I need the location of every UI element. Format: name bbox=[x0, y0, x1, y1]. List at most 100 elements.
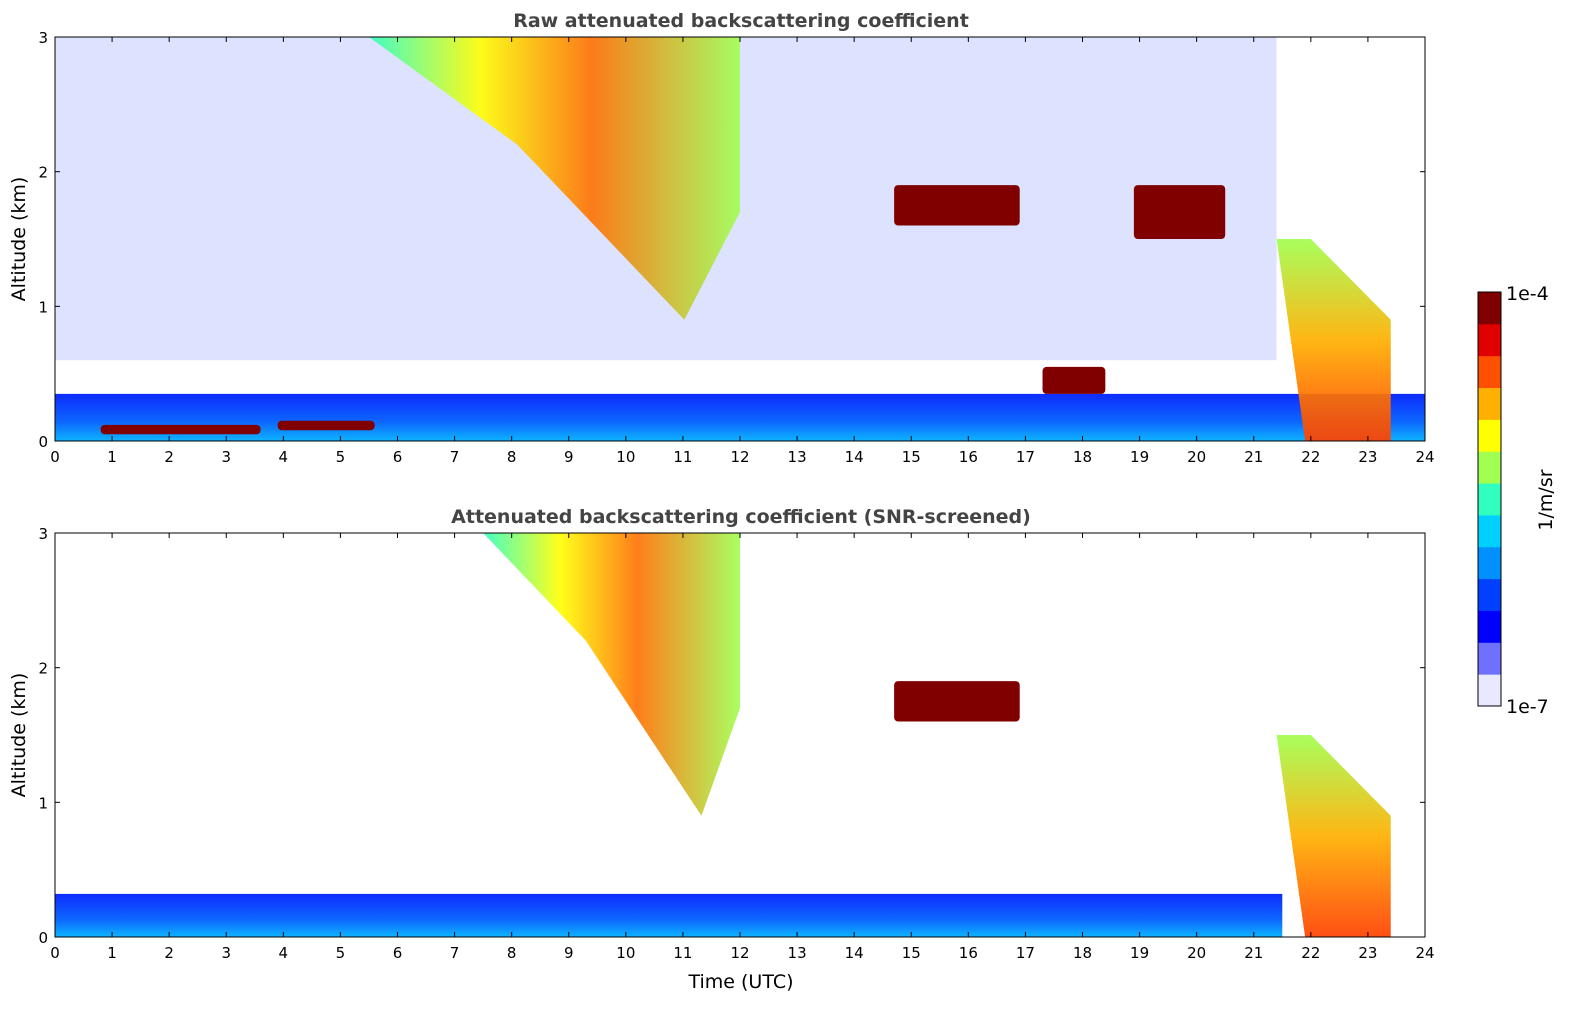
x-tick-label: 16 bbox=[959, 448, 978, 466]
colorbar-frame bbox=[1477, 291, 1502, 707]
x-tick-label: 3 bbox=[221, 944, 231, 962]
x-tick-label: 15 bbox=[902, 448, 921, 466]
colorbar-unit-label: 1/m/sr bbox=[1535, 469, 1557, 530]
x-tick-label: 22 bbox=[1301, 448, 1320, 466]
feature-raw-7-precip bbox=[1276, 239, 1391, 441]
x-tick-label: 17 bbox=[1016, 448, 1035, 466]
colorbar-segments bbox=[1478, 292, 1501, 707]
panel-screened-xlabel: Time (UTC) bbox=[687, 971, 793, 993]
x-tick-label: 1 bbox=[107, 448, 117, 466]
x-tick-label: 21 bbox=[1244, 448, 1263, 466]
colorbar-segment bbox=[1478, 451, 1501, 484]
y-tick-label: 2 bbox=[38, 164, 48, 182]
colorbar-segment bbox=[1478, 610, 1501, 643]
x-tick-label: 8 bbox=[507, 448, 517, 466]
y-tick-label: 0 bbox=[38, 929, 48, 947]
x-tick-label: 6 bbox=[393, 448, 403, 466]
colorbar: 1e-4 1e-7 1/m/sr bbox=[1477, 283, 1557, 718]
x-tick-label: 18 bbox=[1073, 944, 1092, 962]
x-tick-label: 2 bbox=[164, 448, 174, 466]
x-tick-label: 0 bbox=[50, 448, 60, 466]
colorbar-segment bbox=[1478, 387, 1501, 420]
panel-raw-title: Raw attenuated backscattering coefficien… bbox=[513, 10, 969, 32]
x-tick-label: 11 bbox=[673, 944, 692, 962]
y-tick-label: 0 bbox=[38, 433, 48, 451]
x-tick-label: 12 bbox=[730, 448, 749, 466]
colorbar-max-label: 1e-4 bbox=[1506, 283, 1549, 305]
colorbar-segment bbox=[1478, 642, 1501, 675]
feature-screened-3-precip bbox=[1276, 735, 1391, 937]
panel-screened-plot-area bbox=[55, 533, 1391, 937]
colorbar-segment bbox=[1478, 323, 1501, 357]
x-tick-label: 9 bbox=[564, 448, 574, 466]
feature-raw-6 bbox=[1042, 366, 1106, 394]
y-tick-label: 1 bbox=[38, 794, 48, 812]
feature-screened-2 bbox=[894, 681, 1020, 722]
y-tick-label: 3 bbox=[38, 29, 48, 47]
colorbar-min-label: 1e-7 bbox=[1506, 696, 1549, 718]
x-tick-label: 10 bbox=[616, 448, 635, 466]
x-tick-label: 10 bbox=[616, 944, 635, 962]
x-tick-label: 22 bbox=[1301, 944, 1320, 962]
x-tick-label: 20 bbox=[1187, 448, 1206, 466]
x-tick-label: 18 bbox=[1073, 448, 1092, 466]
x-tick-label: 15 bbox=[902, 944, 921, 962]
x-tick-label: 4 bbox=[279, 944, 289, 962]
colorbar-segment bbox=[1478, 355, 1501, 389]
x-tick-label: 24 bbox=[1415, 448, 1434, 466]
feature-screened-0 bbox=[55, 893, 1283, 937]
x-tick-label: 9 bbox=[564, 944, 574, 962]
x-tick-label: 7 bbox=[450, 944, 460, 962]
panel-raw-y-ticks: 0 1 2 3 bbox=[38, 29, 1425, 451]
feature-screened-1-cirrus bbox=[483, 533, 740, 816]
feature-raw-4 bbox=[894, 185, 1020, 226]
panel-raw-plot-area bbox=[55, 37, 1425, 441]
x-tick-label: 4 bbox=[279, 448, 289, 466]
x-tick-label: 14 bbox=[845, 944, 864, 962]
x-tick-label: 6 bbox=[393, 944, 403, 962]
x-tick-label: 13 bbox=[788, 944, 807, 962]
feature-raw-2 bbox=[277, 420, 375, 431]
panel-raw-ylabel: Altitude (km) bbox=[8, 177, 30, 302]
x-tick-label: 7 bbox=[450, 448, 460, 466]
colorbar-segment bbox=[1478, 292, 1501, 325]
x-tick-label: 21 bbox=[1244, 944, 1263, 962]
colorbar-segment bbox=[1478, 578, 1501, 611]
x-tick-label: 24 bbox=[1415, 944, 1434, 962]
colorbar-segment bbox=[1478, 514, 1501, 548]
x-tick-label: 5 bbox=[336, 944, 346, 962]
colorbar-segment bbox=[1478, 483, 1501, 516]
colorbar-segment bbox=[1478, 674, 1501, 707]
panel-screened: Attenuated backscattering coefficient (S… bbox=[8, 506, 1435, 993]
x-tick-label: 17 bbox=[1016, 944, 1035, 962]
y-tick-label: 2 bbox=[38, 660, 48, 678]
x-tick-label: 8 bbox=[507, 944, 517, 962]
x-tick-label: 13 bbox=[788, 448, 807, 466]
x-tick-label: 19 bbox=[1130, 944, 1149, 962]
x-tick-label: 3 bbox=[221, 448, 231, 466]
x-tick-label: 23 bbox=[1358, 448, 1377, 466]
y-tick-label: 1 bbox=[38, 298, 48, 316]
x-tick-label: 2 bbox=[164, 944, 174, 962]
panel-screened-title: Attenuated backscattering coefficient (S… bbox=[451, 506, 1031, 528]
x-tick-label: 12 bbox=[730, 944, 749, 962]
panel-raw-x-ticks: 0 1 2 3 4 5 6 7 8 9 10 11 12 13 14 15 16 17 18 19 20 21 22 23 24 bbox=[50, 37, 1435, 466]
x-tick-label: 0 bbox=[50, 944, 60, 962]
x-tick-label: 11 bbox=[673, 448, 692, 466]
x-tick-label: 19 bbox=[1130, 448, 1149, 466]
x-tick-label: 20 bbox=[1187, 944, 1206, 962]
x-tick-label: 23 bbox=[1358, 944, 1377, 962]
x-tick-label: 16 bbox=[959, 944, 978, 962]
colorbar-segment bbox=[1478, 419, 1501, 452]
feature-raw-5 bbox=[1133, 185, 1226, 239]
panel-raw: Raw attenuated backscattering coefficien… bbox=[8, 10, 1435, 466]
panel-screened-y-ticks: 0 1 2 3 bbox=[38, 525, 1425, 947]
feature-raw-1 bbox=[100, 424, 261, 435]
panel-screened-x-ticks: 0 1 2 3 4 5 6 7 8 9 10 11 12 13 14 15 16 17 18 19 20 21 22 23 24 bbox=[50, 533, 1435, 962]
x-tick-label: 5 bbox=[336, 448, 346, 466]
x-tick-label: 14 bbox=[845, 448, 864, 466]
panel-screened-ylabel: Altitude (km) bbox=[8, 673, 30, 798]
feature-raw-3-cirrus bbox=[368, 37, 740, 320]
colorbar-segment bbox=[1478, 546, 1501, 580]
